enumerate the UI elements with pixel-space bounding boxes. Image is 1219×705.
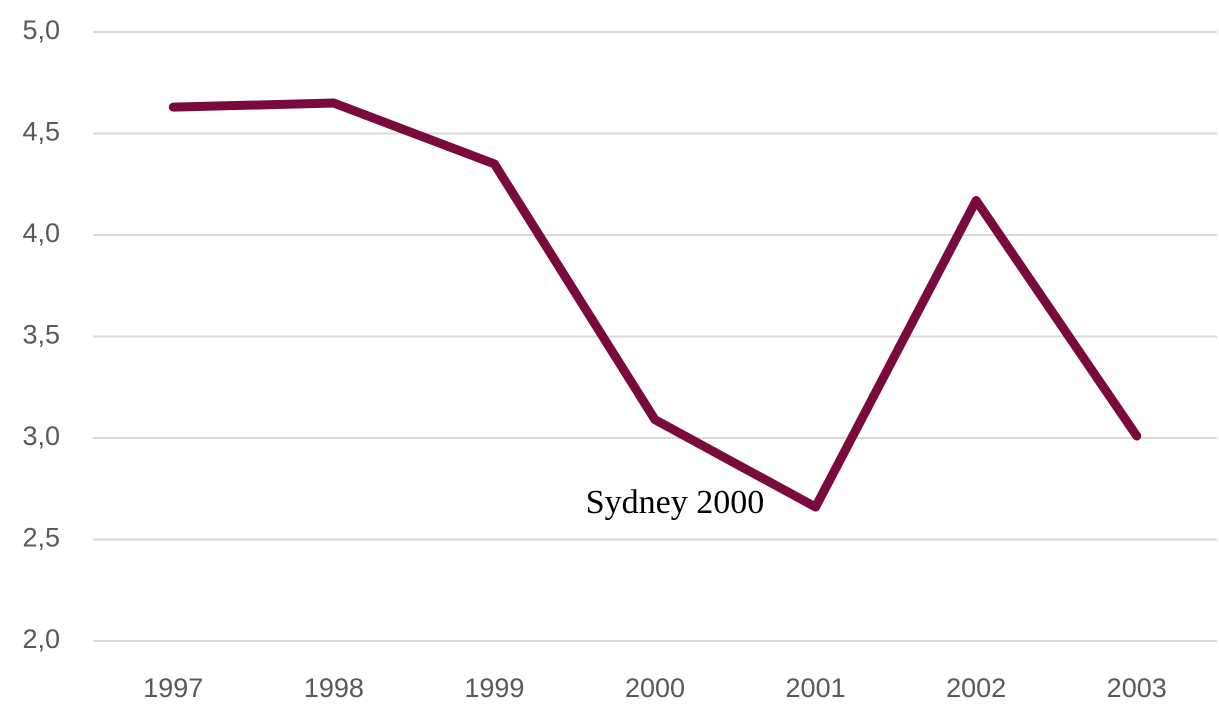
y-tick-label: 3,5 xyxy=(22,320,60,350)
annotation: Sydney 2000 xyxy=(586,484,765,521)
y-tick-label: 4,0 xyxy=(22,218,60,248)
y-tick-label: 4,5 xyxy=(22,117,60,147)
x-tick-label: 2000 xyxy=(625,673,685,703)
x-tick-label: 2001 xyxy=(786,673,846,703)
x-tick-label: 2002 xyxy=(946,673,1006,703)
x-tick-label: 2003 xyxy=(1107,673,1167,703)
x-tick-label: 1999 xyxy=(464,673,524,703)
x-tick-label: 1997 xyxy=(143,673,203,703)
line xyxy=(168,98,1142,512)
x-tick-label: 1998 xyxy=(304,673,364,703)
y-tick-label: 2,0 xyxy=(22,624,60,654)
y-tick-label: 2,5 xyxy=(22,523,60,553)
y-tick-label: 5,0 xyxy=(22,15,60,45)
y-tick-label: 3,0 xyxy=(22,421,60,451)
